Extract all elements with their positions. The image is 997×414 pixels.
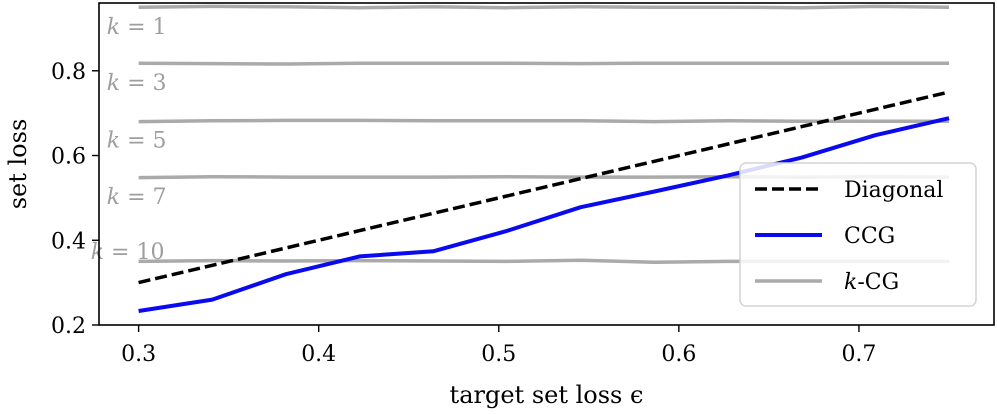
x-axis-label: target set loss ϵ — [450, 381, 644, 409]
y-axis-label: set loss — [4, 119, 32, 210]
x-tick-label: 0.6 — [661, 342, 696, 367]
axes-frame — [98, 2, 995, 326]
x-tick-label: 0.7 — [841, 342, 876, 367]
x-tick-label: 0.4 — [301, 342, 336, 367]
axes: 0.3 0.4 0.5 0.6 0.7 0.2 0.4 0.6 0.8 — [51, 2, 995, 367]
k-annotation-2: k = 5 — [107, 128, 167, 153]
ccg-series-line-1 — [138, 116, 950, 313]
k-annotation-0: k = 1 — [107, 15, 167, 40]
k-cg-series-line-3 — [138, 61, 949, 66]
plot-area: k = 1 k = 3 k = 5 k = 7 k = 10 — [91, 4, 950, 313]
k-annotation-4: k = 10 — [91, 240, 165, 265]
diagonal-series-line-0 — [138, 90, 950, 285]
k-annotation-1: k = 3 — [107, 71, 167, 96]
k-cg-series-line-4 — [138, 118, 949, 124]
legend: Diagonal CCG k-CG — [739, 162, 977, 307]
y-tick-label: 0.8 — [51, 60, 86, 85]
y-tick-label: 0.4 — [51, 229, 86, 254]
k-annotation-3: k = 7 — [107, 185, 167, 210]
y-tick-label: 0.2 — [51, 314, 86, 339]
legend-label-ccg: CCG — [844, 224, 895, 249]
legend-label-k-cg: k-CG — [844, 270, 899, 295]
x-tick-label: 0.3 — [121, 342, 156, 367]
y-tick-label: 0.6 — [51, 145, 86, 170]
x-tick-label: 0.5 — [481, 342, 516, 367]
k-cg-series-line-2 — [138, 4, 950, 10]
legend-box — [739, 162, 977, 307]
legend-label-diagonal: Diagonal — [844, 178, 943, 203]
